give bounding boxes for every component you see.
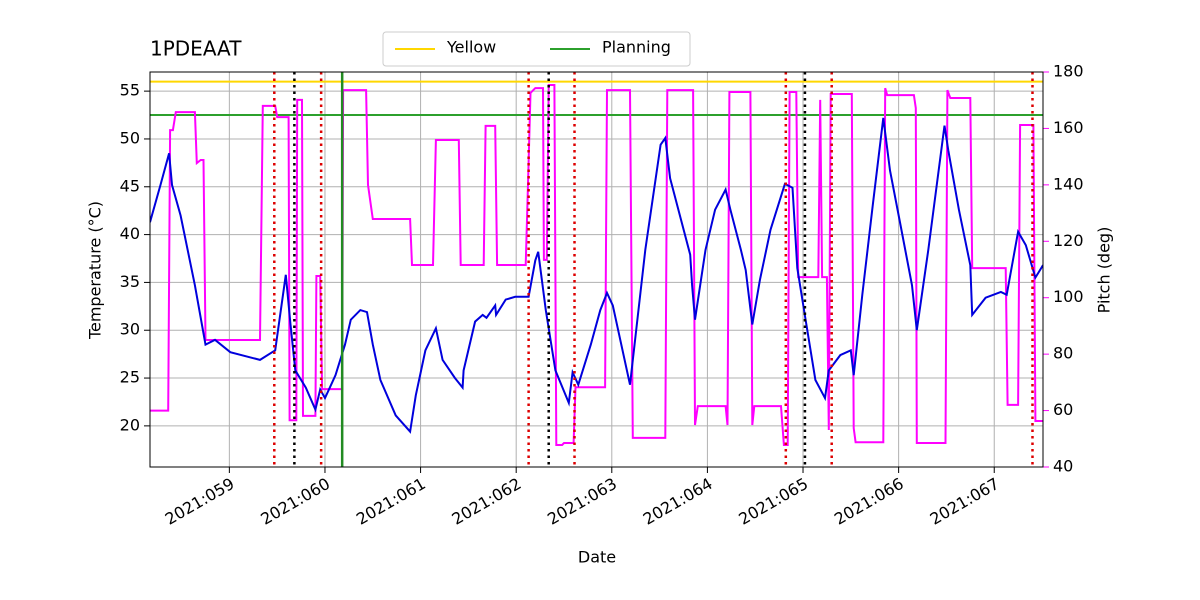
y-axis-label: Temperature (°C) [86, 201, 105, 340]
x-tick-label: 2021:065 [735, 474, 811, 529]
y2-tick-label: 60 [1053, 400, 1073, 419]
y-tick-label: 20 [120, 415, 140, 434]
x-axis-label: Date [578, 548, 616, 567]
y2-tick-label: 180 [1053, 62, 1084, 81]
y2-tick-label: 80 [1053, 344, 1073, 363]
data-line [150, 117, 1043, 434]
legend-label: Planning [602, 38, 671, 57]
legend-box [382, 31, 691, 67]
x-tick-label: 2021:064 [640, 474, 716, 529]
y-tick-label: 45 [120, 176, 140, 195]
plot-area [150, 72, 1043, 467]
y-tick-label: 25 [120, 368, 140, 387]
y2-axis-label: Pitch (deg) [1095, 227, 1114, 314]
y2-tick-label: 160 [1053, 118, 1084, 137]
y2-tick-label: 100 [1053, 287, 1084, 306]
x-tick-label: 2021:061 [353, 474, 429, 529]
y-tick-label: 55 [120, 81, 140, 100]
x-tick-label: 2021:059 [162, 474, 238, 529]
plot-frame [149, 71, 1044, 468]
x-tick-label: 2021:067 [927, 474, 1003, 529]
chart-title: 1PDEAAT [150, 37, 242, 61]
x-tick-label: 2021:060 [257, 474, 333, 529]
y-tick-label: 50 [120, 128, 140, 147]
data-line [150, 84, 1043, 446]
y-tick-label: 40 [120, 224, 140, 243]
x-tick-label: 2021:063 [544, 474, 620, 529]
x-tick-label: 2021:062 [449, 474, 525, 529]
y2-tick-label: 140 [1053, 174, 1084, 193]
y2-tick-label: 40 [1053, 457, 1073, 476]
y-tick-label: 35 [120, 272, 140, 291]
legend-label: Yellow [446, 38, 496, 57]
y-tick-label: 30 [120, 320, 140, 339]
legend: Yellow Planning [382, 31, 691, 67]
y2-tick-label: 120 [1053, 231, 1084, 250]
x-tick-label: 2021:066 [831, 474, 907, 529]
